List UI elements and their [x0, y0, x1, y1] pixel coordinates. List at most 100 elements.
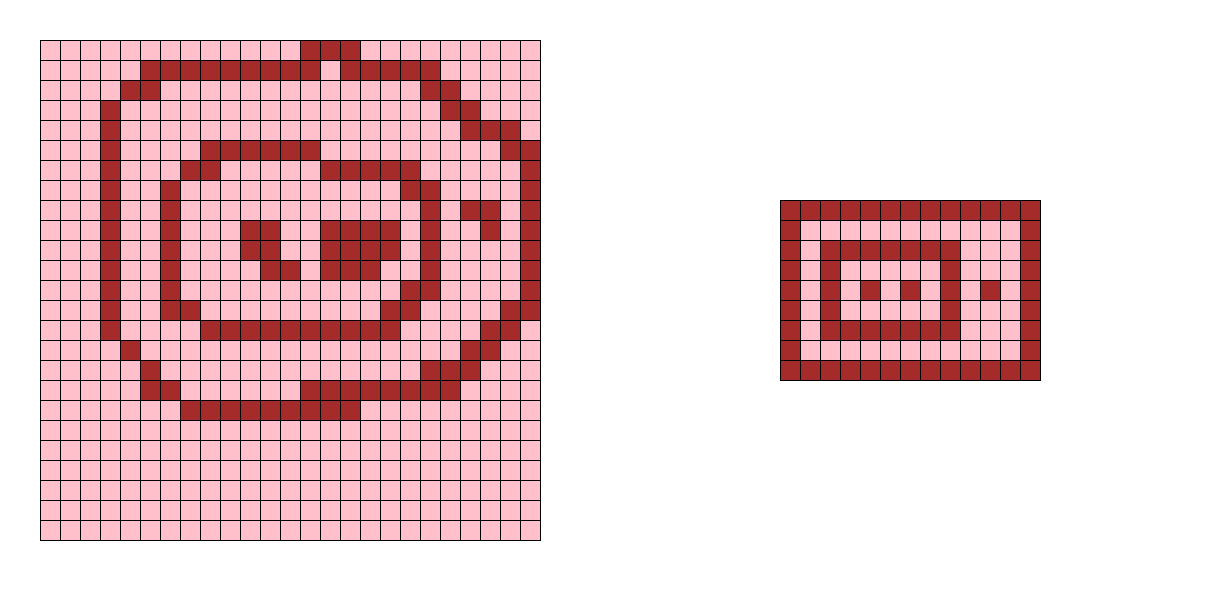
output-grid-cell[interactable] — [881, 221, 900, 240]
input-grid-cell[interactable] — [241, 81, 260, 100]
input-grid-cell[interactable] — [341, 401, 360, 420]
input-grid-cell[interactable] — [501, 401, 520, 420]
input-grid-cell[interactable] — [501, 101, 520, 120]
input-grid-cell[interactable] — [241, 101, 260, 120]
input-grid-cell[interactable] — [161, 301, 180, 320]
output-grid-cell[interactable] — [921, 341, 940, 360]
output-grid-cell[interactable] — [1021, 341, 1040, 360]
input-grid-cell[interactable] — [261, 201, 280, 220]
input-grid-cell[interactable] — [121, 321, 140, 340]
input-grid-cell[interactable] — [101, 501, 120, 520]
input-grid-cell[interactable] — [121, 341, 140, 360]
input-grid-cell[interactable] — [301, 161, 320, 180]
input-grid-cell[interactable] — [101, 141, 120, 160]
input-grid-cell[interactable] — [41, 61, 60, 80]
input-grid-cell[interactable] — [81, 481, 100, 500]
input-grid-cell[interactable] — [261, 221, 280, 240]
input-grid-cell[interactable] — [321, 341, 340, 360]
input-grid-cell[interactable] — [361, 61, 380, 80]
input-grid-cell[interactable] — [101, 241, 120, 260]
input-grid-cell[interactable] — [161, 361, 180, 380]
input-grid-cell[interactable] — [61, 301, 80, 320]
input-grid-cell[interactable] — [361, 261, 380, 280]
input-grid-cell[interactable] — [101, 461, 120, 480]
input-grid-cell[interactable] — [401, 301, 420, 320]
input-grid-cell[interactable] — [501, 321, 520, 340]
input-grid-cell[interactable] — [141, 141, 160, 160]
output-grid-cell[interactable] — [901, 321, 920, 340]
input-grid-cell[interactable] — [461, 61, 480, 80]
input-grid-cell[interactable] — [301, 221, 320, 240]
input-grid-cell[interactable] — [101, 41, 120, 60]
input-grid-cell[interactable] — [381, 441, 400, 460]
output-grid-cell[interactable] — [921, 261, 940, 280]
input-grid-cell[interactable] — [201, 161, 220, 180]
output-grid-cell[interactable] — [801, 201, 820, 220]
input-grid-cell[interactable] — [421, 461, 440, 480]
output-grid-cell[interactable] — [861, 281, 880, 300]
input-grid-cell[interactable] — [341, 181, 360, 200]
input-grid-cell[interactable] — [461, 441, 480, 460]
input-grid-cell[interactable] — [481, 161, 500, 180]
input-grid-cell[interactable] — [421, 481, 440, 500]
output-grid-cell[interactable] — [881, 341, 900, 360]
input-grid-cell[interactable] — [221, 381, 240, 400]
input-grid-cell[interactable] — [461, 141, 480, 160]
input-grid-cell[interactable] — [141, 81, 160, 100]
input-grid-cell[interactable] — [221, 161, 240, 180]
output-grid-cell[interactable] — [861, 361, 880, 380]
input-grid-cell[interactable] — [481, 321, 500, 340]
input-grid-cell[interactable] — [341, 41, 360, 60]
input-grid-cell[interactable] — [201, 101, 220, 120]
input-grid-cell[interactable] — [81, 121, 100, 140]
input-grid-cell[interactable] — [61, 521, 80, 540]
input-grid-cell[interactable] — [501, 61, 520, 80]
input-grid-cell[interactable] — [81, 521, 100, 540]
input-grid-cell[interactable] — [161, 441, 180, 460]
output-grid-cell[interactable] — [1001, 201, 1020, 220]
output-grid-cell[interactable] — [861, 321, 880, 340]
input-grid-cell[interactable] — [301, 341, 320, 360]
input-grid-cell[interactable] — [141, 161, 160, 180]
input-grid-cell[interactable] — [481, 441, 500, 460]
input-grid-cell[interactable] — [61, 341, 80, 360]
output-grid-cell[interactable] — [921, 321, 940, 340]
input-grid-cell[interactable] — [141, 261, 160, 280]
input-grid-cell[interactable] — [361, 321, 380, 340]
input-grid-cell[interactable] — [321, 101, 340, 120]
output-grid-cell[interactable] — [901, 281, 920, 300]
input-grid-cell[interactable] — [301, 41, 320, 60]
input-grid-cell[interactable] — [341, 321, 360, 340]
input-grid-cell[interactable] — [181, 501, 200, 520]
input-grid-cell[interactable] — [101, 281, 120, 300]
input-grid-cell[interactable] — [321, 61, 340, 80]
input-grid-cell[interactable] — [521, 421, 540, 440]
output-grid-cell[interactable] — [1021, 361, 1040, 380]
input-grid-cell[interactable] — [361, 121, 380, 140]
output-grid-cell[interactable] — [781, 321, 800, 340]
input-grid-cell[interactable] — [421, 241, 440, 260]
input-grid-cell[interactable] — [241, 321, 260, 340]
input-grid-cell[interactable] — [281, 181, 300, 200]
input-grid-cell[interactable] — [281, 121, 300, 140]
input-grid-cell[interactable] — [361, 41, 380, 60]
output-grid-cell[interactable] — [961, 301, 980, 320]
input-grid-cell[interactable] — [221, 261, 240, 280]
input-grid-cell[interactable] — [41, 121, 60, 140]
input-grid-cell[interactable] — [521, 241, 540, 260]
input-grid-cell[interactable] — [421, 101, 440, 120]
input-grid-cell[interactable] — [521, 61, 540, 80]
input-grid-cell[interactable] — [461, 361, 480, 380]
input-grid-cell[interactable] — [441, 321, 460, 340]
input-grid-cell[interactable] — [401, 221, 420, 240]
input-grid-cell[interactable] — [341, 81, 360, 100]
output-grid-cell[interactable] — [881, 281, 900, 300]
output-grid-cell[interactable] — [841, 341, 860, 360]
input-grid-cell[interactable] — [61, 41, 80, 60]
input-grid-cell[interactable] — [281, 161, 300, 180]
input-grid-cell[interactable] — [301, 121, 320, 140]
input-grid-cell[interactable] — [161, 101, 180, 120]
input-grid-cell[interactable] — [101, 301, 120, 320]
input-grid-cell[interactable] — [241, 241, 260, 260]
input-grid-cell[interactable] — [141, 281, 160, 300]
